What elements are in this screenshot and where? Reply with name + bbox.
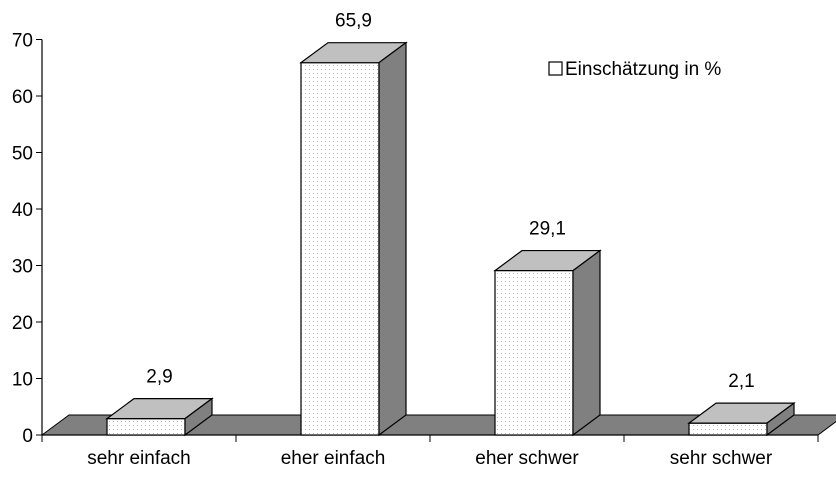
data-label: 65,9 (335, 11, 372, 32)
bar (493, 249, 602, 437)
bar-front (106, 418, 186, 436)
bar-front (300, 62, 380, 436)
bar-front (494, 269, 574, 436)
y-tick-label: 50 (12, 144, 33, 165)
y-tick-label: 30 (12, 257, 33, 278)
legend-label: Einschätzung in % (565, 59, 721, 80)
data-label: 29,1 (529, 219, 566, 240)
bar-side (572, 249, 601, 437)
bar-side (184, 397, 213, 437)
y-tick-label: 60 (12, 87, 33, 108)
x-tick-label: eher schwer (475, 448, 579, 469)
data-label: 2,9 (146, 367, 172, 388)
y-tick-label: 20 (12, 313, 33, 334)
legend-swatch (548, 61, 563, 76)
x-tick-label: sehr schwer (670, 448, 773, 469)
x-tick-label: eher einfach (281, 448, 386, 469)
bar (299, 41, 408, 437)
y-tick-label: 70 (12, 31, 33, 52)
bar (687, 401, 796, 437)
x-tick-label: sehr einfach (87, 448, 191, 469)
y-tick-label: 40 (12, 200, 33, 221)
bar-side (378, 41, 407, 437)
bar (105, 397, 214, 437)
bar-side (766, 401, 795, 437)
y-tick-label: 10 (12, 370, 33, 391)
y-tick-label: 0 (22, 426, 33, 447)
data-label: 2,1 (728, 371, 754, 392)
bar-front (688, 422, 768, 436)
